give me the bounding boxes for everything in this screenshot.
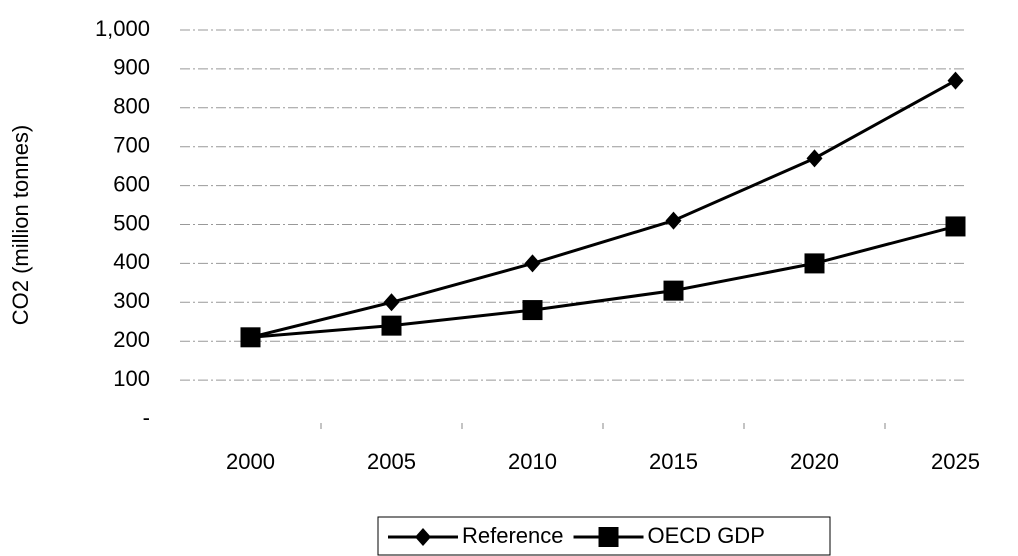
marker-square — [598, 527, 619, 547]
series-line — [250, 224, 956, 339]
marker-diamond — [524, 254, 541, 273]
y-tick-label: 200 — [113, 327, 150, 352]
x-tick-label: 2010 — [508, 449, 557, 474]
marker-square — [945, 216, 966, 237]
y-tick-label: 900 — [113, 55, 150, 80]
marker-diamond — [806, 149, 823, 168]
y-tick-label: 100 — [113, 366, 150, 391]
legend-box — [377, 516, 831, 556]
marker-diamond — [383, 293, 400, 312]
y-tick-label: 800 — [113, 94, 150, 119]
marker-square — [381, 315, 402, 336]
x-tick-label: 2000 — [226, 449, 275, 474]
marker-square — [804, 253, 825, 274]
marker-square — [240, 327, 261, 348]
marker-diamond — [415, 528, 431, 546]
y-tick-label: 600 — [113, 171, 150, 196]
y-tick-label: 700 — [113, 133, 150, 158]
marker-square — [663, 280, 684, 301]
y-tick-label: 1,000 — [95, 16, 150, 41]
legend-label: Reference — [462, 523, 564, 548]
x-tick-label: 2015 — [649, 449, 698, 474]
y-tick-label: 300 — [113, 288, 150, 313]
marker-square — [522, 300, 543, 321]
x-tick-label: 2005 — [367, 449, 416, 474]
legend-label: OECD GDP — [648, 523, 765, 548]
y-axis-title: CO2 (million tonnes) — [8, 125, 33, 326]
marker-diamond — [947, 71, 964, 90]
y-tick-label: 500 — [113, 210, 150, 235]
series-line — [250, 79, 957, 339]
marker-diamond — [665, 211, 682, 230]
x-tick-label: 2025 — [931, 449, 980, 474]
x-tick-label: 2020 — [790, 449, 839, 474]
y-tick-label: 400 — [113, 249, 150, 274]
y-tick-label: - — [143, 405, 150, 430]
